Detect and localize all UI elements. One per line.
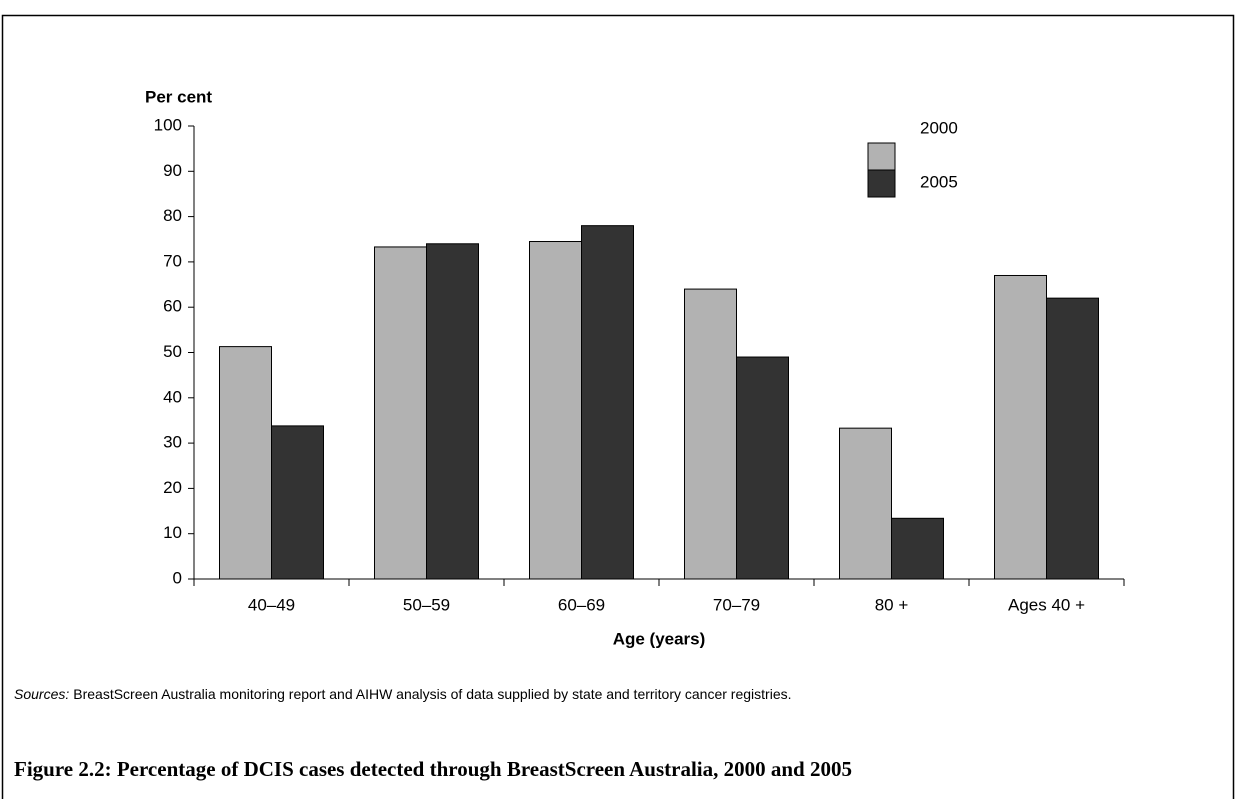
y-tick-label: 90 — [163, 161, 182, 180]
bar — [529, 241, 582, 580]
bar — [736, 356, 789, 580]
x-tick-label: 40–49 — [248, 595, 295, 614]
y-axis-title: Per cent — [145, 87, 212, 106]
y-tick-label: 40 — [163, 387, 182, 406]
bar — [684, 288, 737, 580]
y-tick-label: 10 — [163, 523, 182, 542]
x-tick-label: 50–59 — [403, 595, 450, 614]
y-tick-label: 70 — [163, 251, 182, 270]
legend-label: 2005 — [920, 172, 958, 191]
x-axis-title: Age (years) — [613, 629, 706, 648]
bar — [581, 225, 634, 580]
y-tick-label: 0 — [173, 568, 182, 587]
x-tick-label: Ages 40 + — [1008, 595, 1085, 614]
caption: Figure 2.2: Percentage of DCIS cases det… — [14, 757, 852, 781]
bar — [994, 274, 1047, 580]
bar — [219, 346, 272, 580]
legend-label: 2000 — [920, 118, 958, 137]
legend-swatch — [867, 169, 896, 198]
bar — [271, 425, 324, 580]
x-tick-label: 80 + — [875, 595, 909, 614]
sources-text: BreastScreen Australia monitoring report… — [73, 686, 791, 702]
y-tick-label: 80 — [163, 206, 182, 225]
bar — [891, 517, 944, 580]
y-tick-label: 30 — [163, 433, 182, 452]
y-tick-label: 100 — [154, 115, 182, 134]
y-tick-label: 60 — [163, 297, 182, 316]
x-tick-label: 70–79 — [713, 595, 760, 614]
legend-swatch — [867, 142, 896, 171]
y-tick-label: 50 — [163, 342, 182, 361]
sources: Sources: BreastScreen Australia monitorin… — [14, 686, 792, 702]
bar — [1046, 297, 1099, 580]
y-tick-label: 20 — [163, 478, 182, 497]
frame — [1, 14, 1235, 799]
sources-label: Sources: — [14, 686, 69, 702]
bar — [426, 243, 479, 580]
bar — [374, 246, 427, 580]
bar — [839, 427, 892, 580]
x-tick-label: 60–69 — [558, 595, 605, 614]
